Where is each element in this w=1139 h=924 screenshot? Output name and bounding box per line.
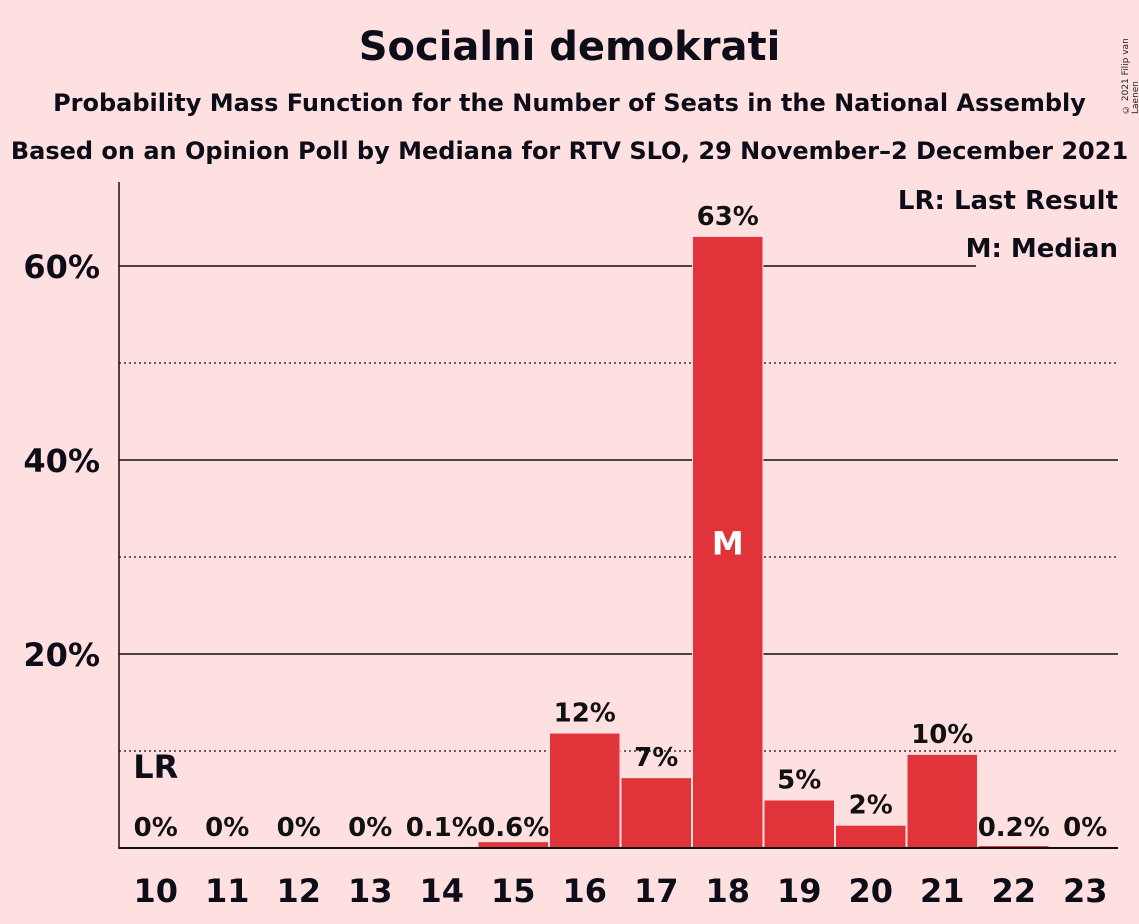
data-label: 5% bbox=[777, 765, 821, 795]
data-label: 0% bbox=[134, 813, 178, 843]
data-label: 2% bbox=[849, 791, 893, 821]
last-result-marker: LR bbox=[133, 748, 178, 786]
data-label: 0.2% bbox=[978, 813, 1050, 843]
x-tick-label: 12 bbox=[276, 872, 321, 910]
data-label: 0% bbox=[205, 813, 249, 843]
x-tick-label: 17 bbox=[634, 872, 679, 910]
y-tick-label: 20% bbox=[23, 636, 100, 674]
x-tick-label: 18 bbox=[705, 872, 750, 910]
data-label: 0.6% bbox=[477, 813, 549, 843]
x-tick-label: 15 bbox=[491, 872, 536, 910]
x-tick-label: 21 bbox=[920, 872, 965, 910]
chart-source: Based on an Opinion Poll by Mediana for … bbox=[10, 137, 1129, 165]
x-tick-label: 11 bbox=[205, 872, 250, 910]
bar-seat-21 bbox=[907, 754, 977, 848]
x-tick-label: 19 bbox=[777, 872, 822, 910]
x-tick-label: 13 bbox=[348, 872, 393, 910]
data-label: 0% bbox=[277, 813, 321, 843]
y-tick-label: 40% bbox=[23, 442, 100, 480]
legend-median-bg bbox=[976, 230, 1122, 268]
legend-median: M: Median bbox=[966, 234, 1118, 264]
bar-seat-15 bbox=[478, 842, 548, 848]
data-label: 10% bbox=[911, 720, 973, 750]
x-tick-label: 10 bbox=[133, 872, 178, 910]
legend: LR: Last Result M: Median bbox=[898, 182, 1122, 268]
data-label: 7% bbox=[634, 743, 678, 773]
chart-subtitle: Probability Mass Function for the Number… bbox=[53, 89, 1086, 117]
data-label: 0% bbox=[348, 813, 392, 843]
x-tick-label: 22 bbox=[991, 872, 1036, 910]
bar-seat-17 bbox=[621, 778, 691, 848]
data-label: 0% bbox=[1063, 813, 1107, 843]
x-tick-label: 23 bbox=[1063, 872, 1108, 910]
y-tick-label: 60% bbox=[23, 248, 100, 286]
x-tick-label: 14 bbox=[419, 872, 464, 910]
bar-seat-20 bbox=[836, 825, 906, 848]
chart-title: Socialni demokrati bbox=[358, 24, 781, 70]
bars bbox=[406, 235, 1050, 848]
legend-last-result-bg bbox=[930, 182, 1122, 220]
data-label: 0.1% bbox=[406, 813, 478, 843]
median-marker: M bbox=[712, 524, 744, 562]
bar-seat-19 bbox=[764, 800, 834, 848]
data-label: 12% bbox=[554, 699, 616, 729]
x-tick-label: 16 bbox=[562, 872, 607, 910]
gridlines bbox=[119, 265, 1118, 752]
legend-last-result: LR: Last Result bbox=[898, 186, 1118, 216]
bar-seat-18 bbox=[693, 236, 763, 848]
x-tick-label: 20 bbox=[848, 872, 893, 910]
data-label: 63% bbox=[697, 202, 759, 232]
axes: 20% 40% 60% 10 11 12 13 14 15 16 17 18 19 20 21 22 23 bbox=[23, 182, 1118, 910]
bar-seat-16 bbox=[550, 733, 620, 848]
data-labels: 0% LR 0% 0% 0% 0.1% 0.6% 12% 7% 63% M 5% 2% 10% 0.2% 0% bbox=[133, 202, 1107, 843]
